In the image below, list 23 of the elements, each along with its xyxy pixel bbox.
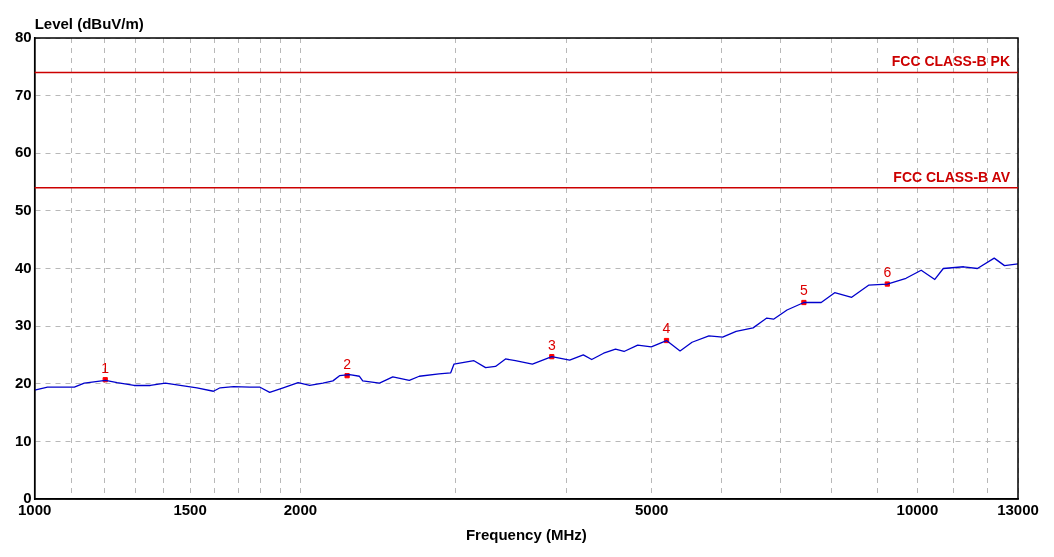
annotation: 3 — [547, 336, 556, 353]
y-tick-label: 80 — [15, 28, 32, 46]
ref-line-label: FCC CLASS-B AV — [893, 168, 1011, 185]
annotation: 1 — [101, 359, 110, 376]
x-axis-title: Frequency (MHz) — [465, 526, 587, 544]
annotation: 2 — [343, 355, 352, 372]
y-tick-label: 50 — [15, 201, 32, 219]
y-tick-label: 20 — [15, 373, 32, 391]
y-tick-label: 10 — [15, 431, 32, 449]
ref-line-label: FCC CLASS-B PK — [891, 53, 1010, 70]
annotation: 4 — [662, 320, 671, 337]
annotation: 6 — [883, 263, 892, 280]
y-tick-label: 70 — [15, 85, 32, 103]
y-tick-label: 60 — [15, 143, 32, 161]
y-tick-label: 30 — [15, 316, 32, 334]
x-tick-label: 10000 — [896, 501, 939, 519]
y-tick-label: 40 — [15, 258, 32, 276]
annotation: 5 — [800, 282, 808, 299]
x-tick-label: 1500 — [173, 501, 207, 519]
x-tick-label: 13000 — [997, 501, 1039, 519]
y-axis-title: Level (dBuV/m) — [34, 14, 144, 32]
x-tick-label: 5000 — [635, 501, 669, 519]
x-tick-label: 2000 — [283, 501, 318, 519]
